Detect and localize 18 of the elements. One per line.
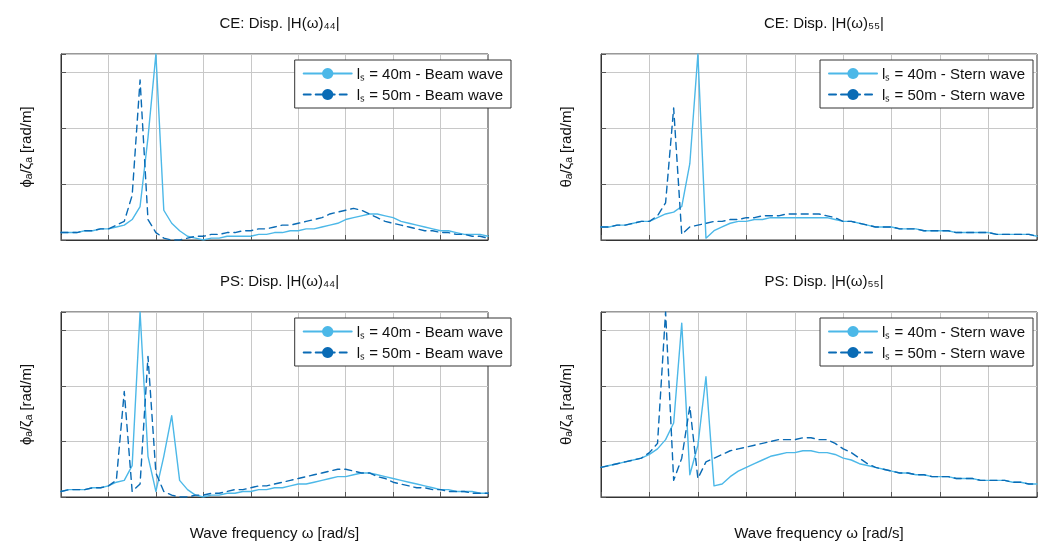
chart-title: CE: Disp. |H(ω)₅₅| bbox=[764, 14, 884, 31]
y-axis-title: ϕₐ/ζₐ [rad/m] bbox=[17, 106, 34, 188]
legend-label: lₛ = 50m - Beam wave bbox=[356, 344, 504, 361]
legend-label: lₛ = 40m - Stern wave bbox=[882, 65, 1026, 82]
legend-label: lₛ = 50m - Stern wave bbox=[882, 86, 1026, 103]
x-axis-title: Wave frequency ω [rad/s] bbox=[189, 524, 360, 541]
chart-title: CE: Disp. |H(ω)₄₄| bbox=[219, 14, 340, 31]
legend-label: lₛ = 40m - Stern wave bbox=[882, 323, 1026, 340]
legend-label: lₛ = 40m - Beam wave bbox=[356, 323, 504, 340]
y-axis-title: θₐ/ζₐ [rad/m] bbox=[557, 106, 574, 188]
legend-label: lₛ = 50m - Stern wave bbox=[882, 344, 1026, 361]
chart-title: PS: Disp. |H(ω)₅₅| bbox=[764, 272, 884, 289]
y-axis-title: θₐ/ζₐ [rad/m] bbox=[557, 363, 574, 446]
y-axis-title: ϕₐ/ζₐ [rad/m] bbox=[17, 363, 34, 446]
x-axis-title: Wave frequency ω [rad/s] bbox=[734, 524, 904, 541]
legend-label: lₛ = 40m - Beam wave bbox=[356, 65, 504, 82]
chart-title: PS: Disp. |H(ω)₄₄| bbox=[219, 272, 340, 289]
legend-label: lₛ = 50m - Beam wave bbox=[356, 86, 504, 103]
